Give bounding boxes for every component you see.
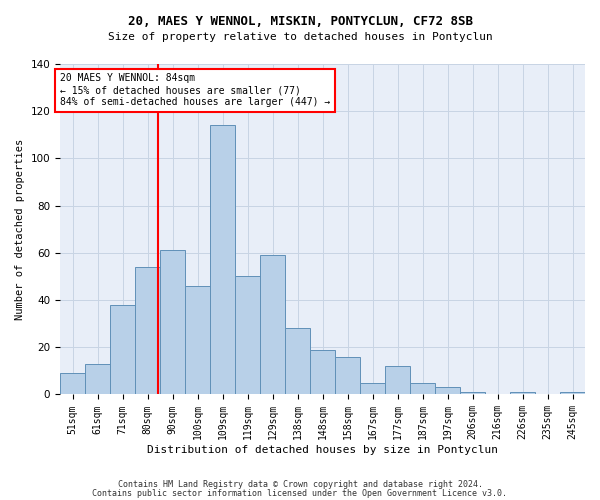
Bar <box>185 286 210 395</box>
Text: 20 MAES Y WENNOL: 84sqm
← 15% of detached houses are smaller (77)
84% of semi-de: 20 MAES Y WENNOL: 84sqm ← 15% of detache… <box>60 74 330 106</box>
Bar <box>560 392 585 394</box>
Bar <box>60 373 85 394</box>
Bar <box>110 305 135 394</box>
Text: 20, MAES Y WENNOL, MISKIN, PONTYCLUN, CF72 8SB: 20, MAES Y WENNOL, MISKIN, PONTYCLUN, CF… <box>128 15 473 28</box>
Bar <box>160 250 185 394</box>
Bar <box>210 126 235 394</box>
Bar <box>285 328 310 394</box>
X-axis label: Distribution of detached houses by size in Pontyclun: Distribution of detached houses by size … <box>147 445 498 455</box>
Bar <box>85 364 110 394</box>
Bar <box>385 366 410 394</box>
Bar <box>260 255 285 394</box>
Bar <box>235 276 260 394</box>
Text: Contains public sector information licensed under the Open Government Licence v3: Contains public sector information licen… <box>92 490 508 498</box>
Bar <box>310 350 335 395</box>
Bar <box>135 267 160 394</box>
Bar <box>460 392 485 394</box>
Y-axis label: Number of detached properties: Number of detached properties <box>15 138 25 320</box>
Bar <box>335 356 360 395</box>
Bar <box>360 382 385 394</box>
Text: Size of property relative to detached houses in Pontyclun: Size of property relative to detached ho… <box>107 32 493 42</box>
Bar <box>510 392 535 394</box>
Bar <box>410 382 435 394</box>
Text: Contains HM Land Registry data © Crown copyright and database right 2024.: Contains HM Land Registry data © Crown c… <box>118 480 482 489</box>
Bar <box>435 388 460 394</box>
